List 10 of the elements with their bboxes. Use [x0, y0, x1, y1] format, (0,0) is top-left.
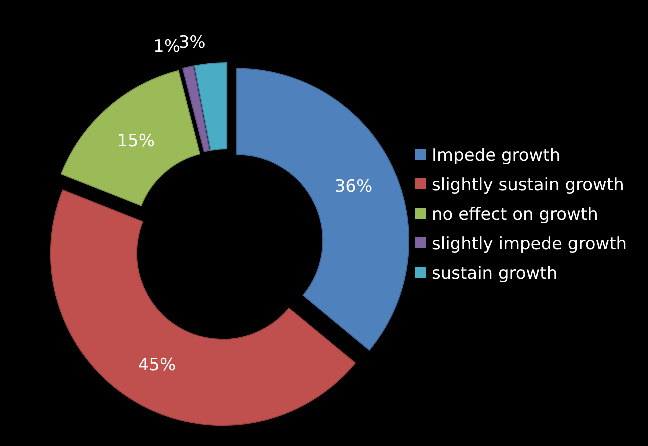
data-label: 36%	[334, 176, 373, 197]
legend-label: slightly impede growth	[432, 234, 628, 254]
legend-label: no effect on growth	[432, 204, 598, 225]
legend-label: Impede growth	[432, 146, 561, 166]
legend-label: slightly sustain growth	[432, 175, 624, 196]
legend-label: sustain growth	[432, 264, 558, 284]
data-label: 3%	[178, 32, 206, 53]
data-label: 15%	[117, 132, 155, 152]
data-label: 45%	[138, 356, 176, 376]
data-label: 1%	[154, 36, 180, 57]
